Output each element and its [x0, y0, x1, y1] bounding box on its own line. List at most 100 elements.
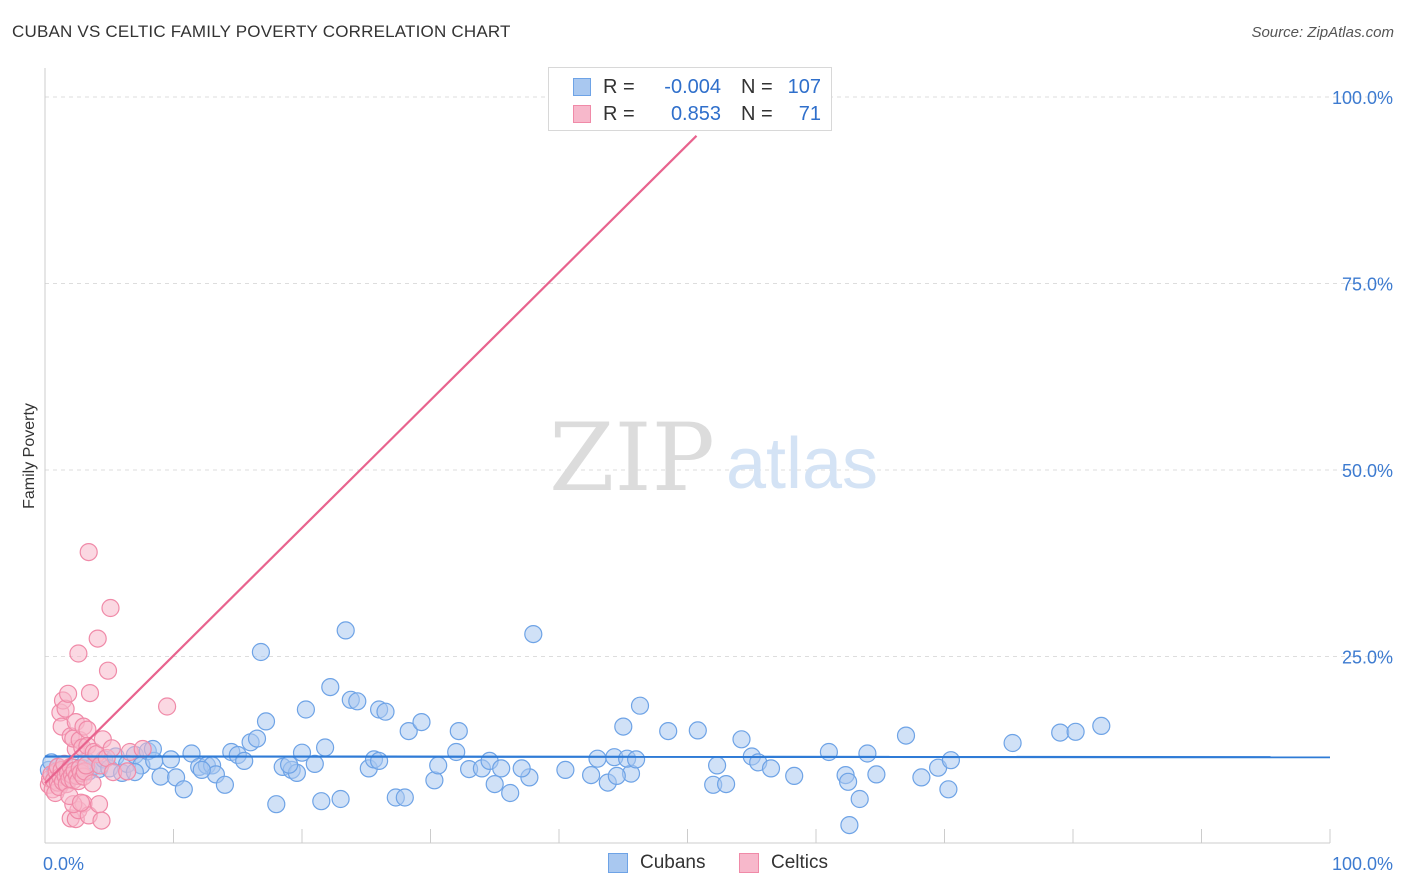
- cuban-point: [321, 677, 340, 697]
- cuban-point: [235, 751, 254, 771]
- cuban-point: [1003, 733, 1022, 753]
- cuban-point: [192, 760, 211, 780]
- cuban-point: [838, 772, 858, 791]
- legend-row-celtics: R = 0.853 N = 71: [573, 101, 821, 127]
- cuban-point: [161, 750, 180, 769]
- cuban-point: [280, 755, 299, 774]
- cuban-point: [501, 783, 520, 803]
- cuban-point: [348, 692, 367, 711]
- series-legend: Cubans Celtics: [0, 852, 1406, 878]
- cuban-point: [376, 702, 395, 721]
- cuban-point: [858, 744, 877, 763]
- cuban-point: [331, 789, 350, 809]
- cuban-point: [588, 749, 607, 768]
- cuban-point: [761, 759, 781, 778]
- celtic-point: [101, 598, 120, 618]
- cuban-point: [447, 742, 466, 762]
- cuban-point: [716, 774, 736, 794]
- cuban-point: [174, 780, 193, 799]
- n-label: N =: [741, 102, 773, 125]
- cuban-point: [336, 621, 355, 640]
- celtic-point: [118, 762, 137, 781]
- celtic-point: [89, 795, 109, 814]
- celtic-point: [102, 739, 121, 758]
- celtics-legend-label: Celtics: [771, 852, 829, 873]
- cuban-point: [850, 789, 869, 809]
- celtic-point: [69, 644, 88, 663]
- legend-item-celtics[interactable]: Celtics: [739, 852, 828, 874]
- cuban-point: [512, 759, 531, 778]
- celtic-point: [133, 739, 152, 759]
- cuban-point: [449, 721, 468, 741]
- y-tick-label: 25.0%: [1342, 648, 1393, 668]
- cubans-swatch: [573, 78, 591, 96]
- cuban-point: [296, 700, 315, 719]
- cuban-point: [151, 767, 170, 786]
- cubans-trend-line: [44, 755, 1331, 759]
- cuban-point: [912, 768, 931, 787]
- cuban-point: [316, 738, 335, 757]
- cuban-point: [492, 759, 511, 778]
- cuban-point: [256, 712, 276, 731]
- cuban-point: [395, 788, 414, 807]
- cubans-legend-swatch: [608, 853, 628, 873]
- cuban-point: [1092, 716, 1111, 736]
- cuban-point: [867, 765, 886, 784]
- cuban-point: [614, 717, 633, 736]
- cuban-point: [399, 721, 418, 741]
- cuban-point: [267, 795, 286, 814]
- y-tick-label: 100.0%: [1332, 88, 1393, 108]
- cuban-point: [251, 642, 270, 662]
- gridlines: [45, 96, 1392, 657]
- chart-title: CUBAN VS CELTIC FAMILY POVERTY CORRELATI…: [12, 22, 511, 41]
- celtic-point: [83, 774, 102, 793]
- cuban-point: [1051, 723, 1070, 742]
- celtics-points: [39, 542, 177, 830]
- watermark-zip: ZIP: [549, 404, 715, 513]
- celtics-swatch: [573, 105, 591, 123]
- r-value: 0.853: [670, 102, 721, 125]
- watermark-atlas: atlas: [726, 424, 878, 504]
- cuban-point: [941, 751, 961, 770]
- cubans-points: [39, 621, 1111, 835]
- celtic-point: [58, 684, 78, 703]
- celtic-point: [71, 793, 91, 812]
- y-tick-label: 75.0%: [1342, 275, 1393, 295]
- axes: [44, 68, 1331, 844]
- celtic-point: [158, 697, 177, 716]
- celtics-trend-line: [44, 135, 698, 785]
- cuban-point: [688, 721, 707, 740]
- cuban-point: [305, 754, 324, 774]
- cuban-point: [732, 730, 751, 749]
- cuban-point: [607, 766, 626, 786]
- cuban-point: [896, 726, 916, 745]
- cuban-point: [939, 780, 958, 799]
- cuban-point: [412, 712, 431, 732]
- celtic-point: [92, 811, 111, 830]
- tick-labels: 25.0% 50.0% 75.0% 100.0% 0.0% 100.0%: [43, 88, 1393, 874]
- cuban-point: [556, 760, 575, 780]
- source-label: Source: ZipAtlas.com: [1251, 24, 1394, 41]
- correlation-legend: R = -0.004 N = 107 R = 0.853 N = 71: [548, 67, 832, 131]
- cuban-point: [182, 744, 201, 763]
- celtic-point: [98, 661, 118, 680]
- celtic-point: [88, 629, 107, 648]
- watermark: ZIP atlas: [549, 404, 878, 513]
- legend-item-cubans[interactable]: Cubans: [608, 852, 706, 874]
- x-tick-label: 100.0%: [1332, 854, 1393, 874]
- celtic-point: [79, 542, 98, 562]
- cuban-point: [785, 766, 804, 786]
- cuban-point: [581, 765, 601, 785]
- cuban-point: [429, 756, 448, 775]
- cuban-point: [630, 696, 650, 715]
- cuban-point: [215, 775, 234, 794]
- cuban-point: [370, 751, 389, 771]
- cuban-point: [425, 771, 444, 790]
- legend-row-cubans: R = -0.004 N = 107: [573, 74, 821, 100]
- n-value: 107: [787, 75, 821, 98]
- y-tick-label: 50.0%: [1342, 461, 1393, 481]
- r-value: -0.004: [664, 75, 721, 98]
- trend-lines: [44, 135, 1331, 785]
- x-tick-label: 0.0%: [43, 854, 84, 874]
